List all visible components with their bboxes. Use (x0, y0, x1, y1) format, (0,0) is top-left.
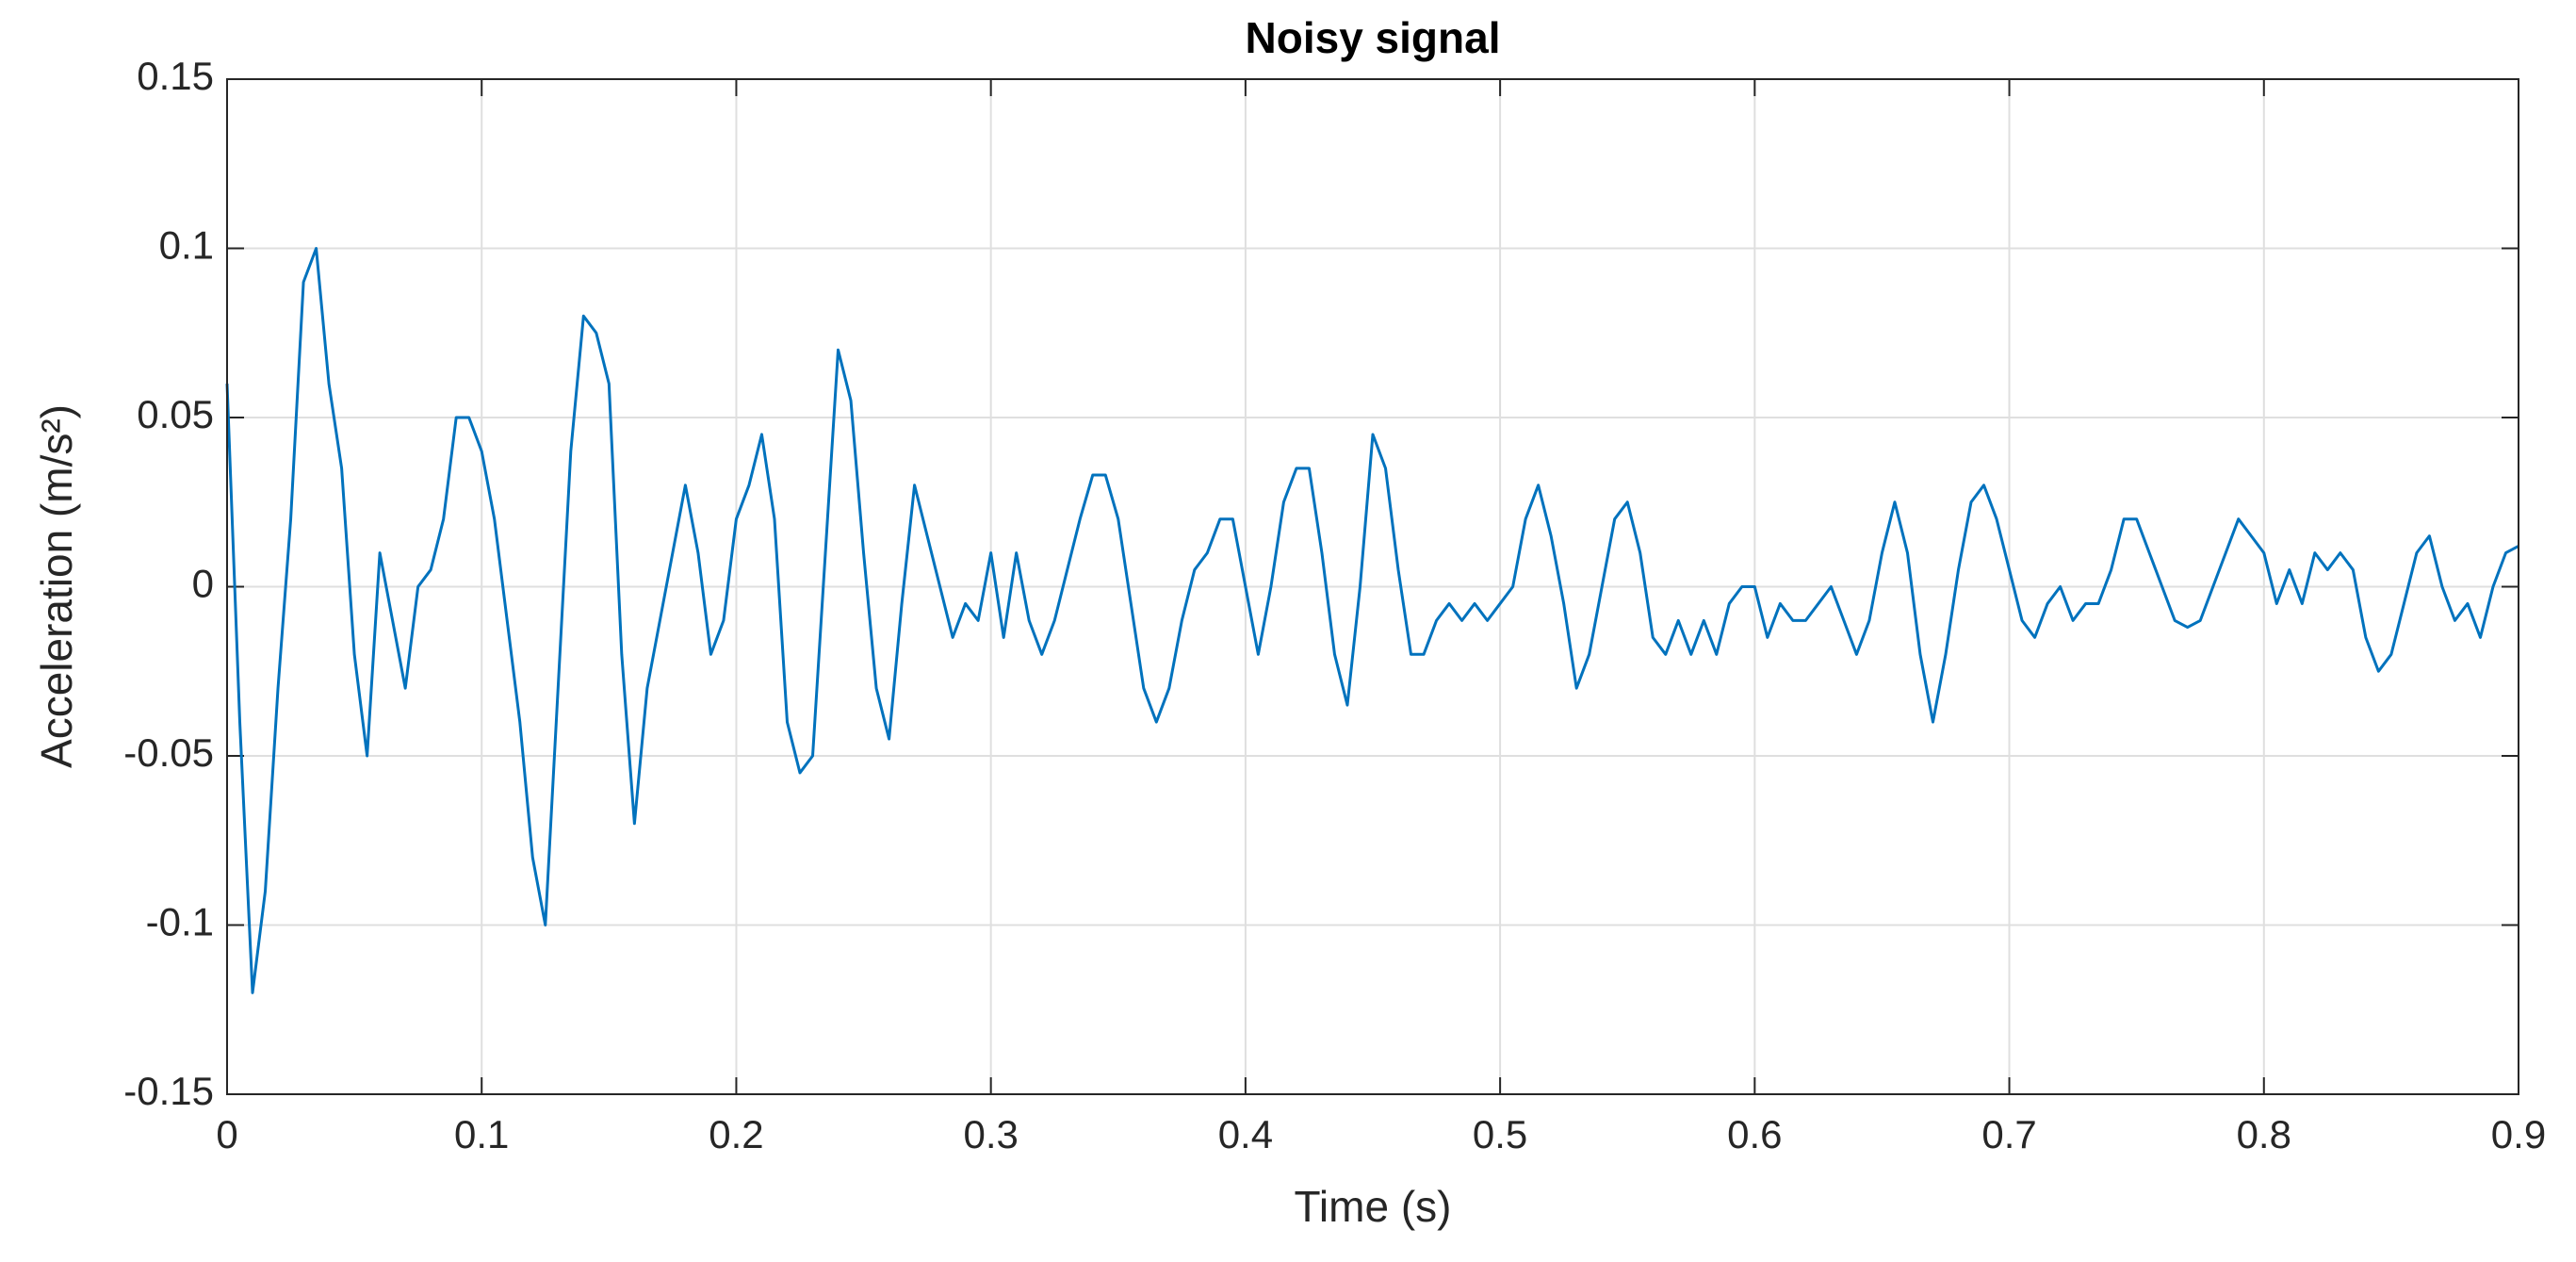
x-tick-label: 0.1 (454, 1112, 509, 1156)
y-tick-label: 0.05 (137, 392, 214, 436)
x-tick-label: 0.8 (2237, 1112, 2291, 1156)
y-tick-label: -0.1 (146, 900, 214, 944)
x-axis-label: Time (s) (1295, 1182, 1452, 1231)
x-tick-label: 0.7 (1981, 1112, 2036, 1156)
x-tick-label: 0 (216, 1112, 237, 1156)
y-tick-label: 0.1 (159, 223, 214, 268)
y-tick-label: 0.15 (137, 54, 214, 98)
x-tick-label: 0.6 (1727, 1112, 1782, 1156)
x-tick-label: 0.3 (963, 1112, 1018, 1156)
x-tick-label: 0.2 (709, 1112, 763, 1156)
y-tick-label: 0 (192, 562, 214, 606)
y-tick-label: -0.05 (123, 730, 214, 775)
x-tick-label: 0.5 (1473, 1112, 1527, 1156)
y-axis-label: Acceleration (m/s²) (32, 404, 81, 768)
chart-title: Noisy signal (1246, 13, 1501, 62)
signal-line (225, 247, 2519, 994)
x-tick-label: 0.4 (1218, 1112, 1273, 1156)
x-tick-label: 0.9 (2491, 1112, 2546, 1156)
y-tick-label: -0.15 (123, 1069, 214, 1113)
axes-box (226, 78, 2519, 1095)
